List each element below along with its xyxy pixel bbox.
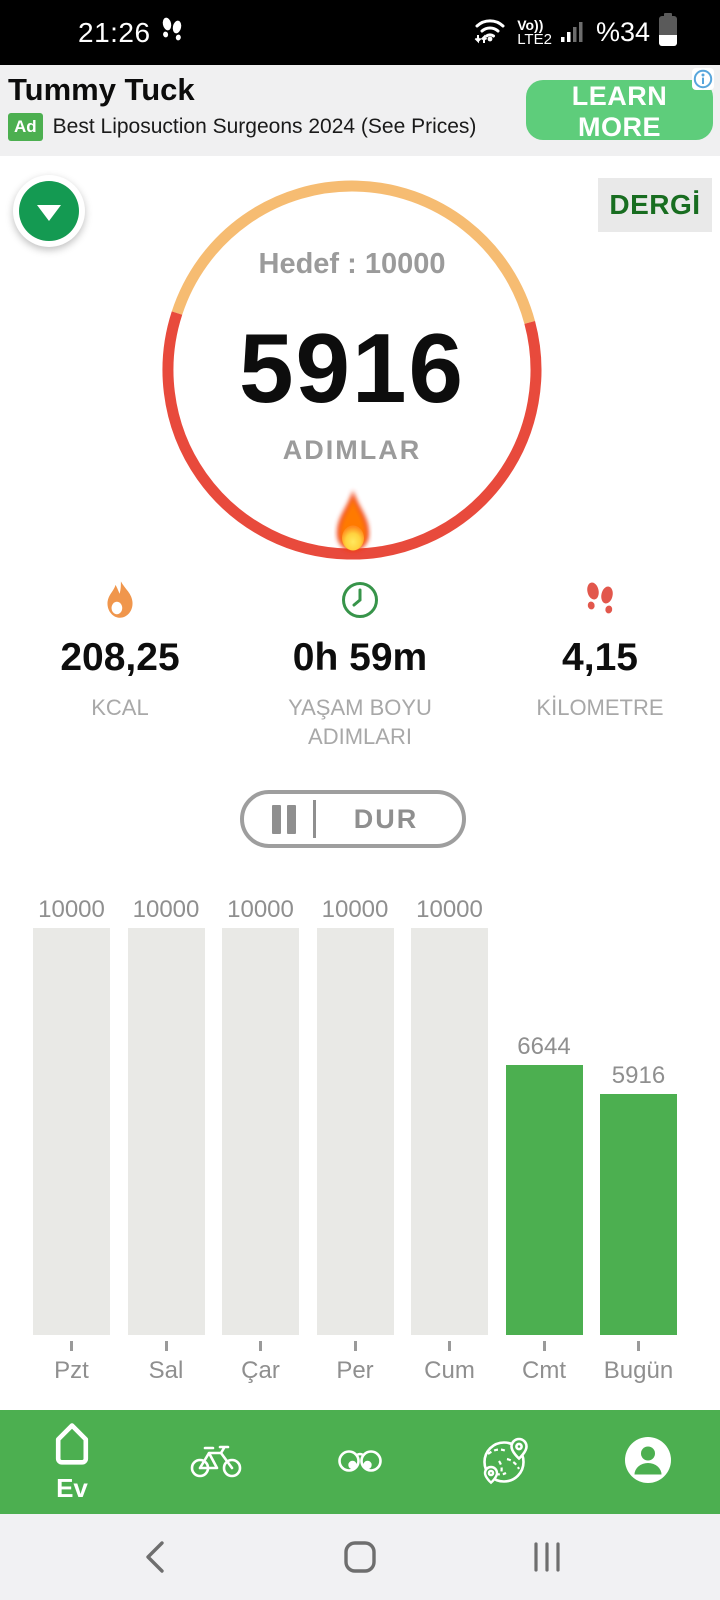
distance-value: 4,15 bbox=[562, 636, 638, 679]
learn-more-button[interactable]: LEARN MORE bbox=[526, 80, 713, 142]
clock-time: 21:26 bbox=[78, 16, 151, 48]
bar-value-label: 10000 bbox=[321, 896, 389, 924]
day-label: Cmt bbox=[522, 1357, 566, 1384]
day-label: Pzt bbox=[54, 1357, 89, 1384]
nav-item-profile[interactable] bbox=[576, 1436, 720, 1489]
calories-label: KCAL bbox=[91, 695, 149, 720]
back-button[interactable] bbox=[130, 1514, 180, 1600]
weekly-steps-chart: 10000 Pzt 10000 Sal 10000 Çar 10000 Per 10000 Cum… bbox=[0, 896, 720, 1385]
stat-distance: 4,15 KİLOMETRE bbox=[480, 580, 720, 751]
goal-label: Hedef : 10000 bbox=[258, 248, 446, 280]
chart-bar-column[interactable]: 10000 Çar bbox=[222, 896, 299, 1385]
bar-value-label: 10000 bbox=[38, 896, 105, 924]
bottom-navigation: Ev bbox=[0, 1410, 720, 1514]
chart-bar[interactable] bbox=[411, 928, 488, 1336]
home-icon bbox=[49, 1420, 95, 1471]
bar-value-label: 10000 bbox=[227, 896, 294, 924]
active-time-label: YAŞAM BOYU ADIMLARI bbox=[288, 695, 432, 749]
nav-item-cycling[interactable] bbox=[144, 1442, 288, 1483]
distance-label: KİLOMETRE bbox=[536, 695, 664, 720]
ad-banner[interactable]: Tummy Tuck Ad Best Liposuction Surgeons … bbox=[0, 65, 720, 156]
signal-strength-icon bbox=[560, 16, 588, 49]
axis-tick bbox=[353, 1341, 357, 1351]
chart-bar-column[interactable]: 5916 Bugün bbox=[600, 905, 677, 1385]
axis-tick bbox=[164, 1341, 168, 1351]
battery-icon bbox=[658, 13, 678, 52]
bar-value-label: 10000 bbox=[132, 896, 200, 924]
steps-count: 5916 bbox=[238, 313, 465, 423]
active-time-value: 0h 59m bbox=[292, 636, 428, 679]
chart-bar-column[interactable]: 10000 Per bbox=[316, 896, 394, 1385]
chart-bar-column[interactable]: 6644 Cmt bbox=[505, 905, 583, 1385]
chart-bar[interactable] bbox=[222, 928, 299, 1336]
chart-bar-area: 6644 bbox=[505, 905, 583, 1336]
axis-tick bbox=[259, 1341, 262, 1351]
divider bbox=[313, 800, 316, 838]
dropdown-fab-button[interactable] bbox=[13, 175, 85, 247]
chart-bar-area: 10000 bbox=[33, 896, 110, 1336]
chart-bar-column[interactable]: 10000 Pzt bbox=[33, 896, 110, 1385]
nav-item-map[interactable] bbox=[432, 1433, 576, 1492]
calories-value: 208,25 bbox=[60, 636, 180, 679]
bicycle-icon bbox=[190, 1442, 242, 1483]
bar-value-label: 6644 bbox=[517, 1033, 571, 1061]
chart-bar-area: 10000 bbox=[127, 896, 205, 1336]
flame-icon bbox=[104, 580, 136, 620]
chevron-down-icon bbox=[37, 205, 61, 221]
chart-bar[interactable] bbox=[505, 1065, 583, 1336]
network-type-indicator: Vo)) LTE2 bbox=[517, 17, 552, 48]
chart-bar-area: 10000 bbox=[222, 896, 299, 1336]
footsteps-icon bbox=[585, 580, 615, 620]
day-label: Per bbox=[336, 1357, 374, 1384]
axis-tick bbox=[70, 1341, 73, 1351]
chart-bar[interactable] bbox=[316, 928, 394, 1336]
chart-bar-area: 5916 bbox=[600, 905, 677, 1336]
ad-info-icon[interactable] bbox=[692, 68, 714, 90]
profile-icon bbox=[624, 1436, 672, 1489]
chart-bar[interactable] bbox=[600, 1094, 677, 1336]
axis-tick bbox=[448, 1341, 451, 1351]
stat-active-time: 0h 59m YAŞAM BOYU ADIMLARI bbox=[240, 580, 480, 751]
pause-button-label: DUR bbox=[353, 803, 419, 834]
status-bar: 21:26 bbox=[0, 0, 720, 65]
chart-bar-column[interactable]: 10000 Sal bbox=[127, 896, 205, 1385]
binoculars-icon bbox=[337, 1444, 383, 1481]
bar-value-label: 10000 bbox=[416, 896, 483, 924]
nav-home-label: Ev bbox=[56, 1473, 88, 1503]
chart-bar[interactable] bbox=[127, 928, 205, 1336]
clock-icon bbox=[341, 580, 379, 620]
ad-title: Tummy Tuck bbox=[8, 72, 195, 107]
pause-button[interactable]: DUR bbox=[240, 790, 466, 848]
android-navigation-bar bbox=[0, 1514, 720, 1600]
battery-percent: %34 bbox=[595, 17, 650, 47]
chart-bar-area: 10000 bbox=[411, 896, 488, 1336]
chart-bar[interactable] bbox=[33, 928, 110, 1336]
magazine-button[interactable]: DERGİ bbox=[598, 178, 712, 232]
nav-item-home[interactable]: Ev bbox=[0, 1420, 144, 1504]
chart-bar-column[interactable]: 10000 Cum bbox=[411, 896, 488, 1385]
nav-item-discover[interactable] bbox=[288, 1444, 432, 1481]
wifi-icon bbox=[471, 15, 509, 50]
footsteps-notification-icon bbox=[161, 16, 183, 49]
chart-bar-area: 10000 bbox=[316, 896, 394, 1336]
steps-label: ADIMLAR bbox=[282, 435, 422, 465]
globe-pins-icon bbox=[477, 1433, 531, 1492]
step-progress-ring bbox=[162, 180, 542, 560]
ad-badge: Ad bbox=[8, 113, 43, 141]
day-label: Sal bbox=[148, 1357, 184, 1384]
bar-value-label: 5916 bbox=[611, 1062, 666, 1090]
axis-tick bbox=[637, 1341, 640, 1351]
stats-row: 208,25 KCAL 0h 59m YAŞAM BOYU ADIMLARI bbox=[0, 580, 720, 751]
day-label: Çar bbox=[241, 1357, 280, 1384]
streak-flame-icon bbox=[333, 484, 373, 569]
day-label: Cum bbox=[424, 1357, 475, 1384]
axis-tick bbox=[542, 1341, 546, 1351]
recents-button[interactable] bbox=[522, 1514, 572, 1600]
stat-calories: 208,25 KCAL bbox=[0, 580, 240, 751]
ad-description: Best Liposuction Surgeons 2024 (See Pric… bbox=[52, 115, 477, 138]
day-label: Bugün bbox=[603, 1357, 674, 1384]
pause-icon bbox=[272, 804, 296, 834]
home-button[interactable] bbox=[335, 1514, 385, 1600]
